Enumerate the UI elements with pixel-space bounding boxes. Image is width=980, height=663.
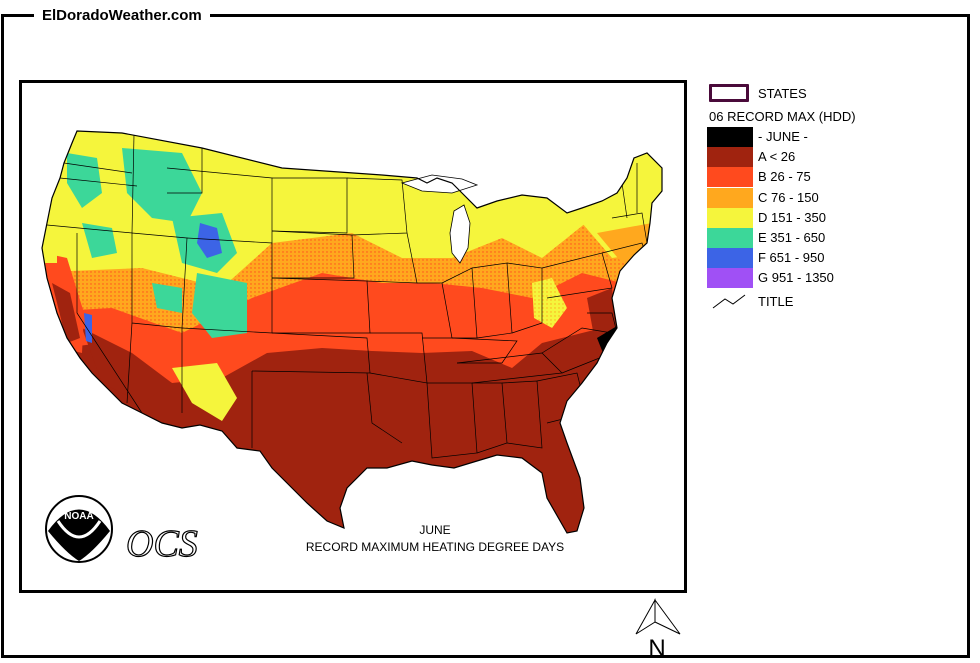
- legend-class-label: B 26 - 75: [758, 169, 811, 185]
- noaa-logo: NOAA: [45, 495, 113, 563]
- legend-class-row: C 76 - 150: [707, 187, 967, 208]
- ocs-logo: OCS: [126, 523, 198, 565]
- legend-swatch: [707, 207, 753, 228]
- legend-states-row: STATES: [707, 82, 967, 102]
- legend-class-row: G 951 - 1350: [707, 268, 967, 289]
- north-label: N: [648, 635, 665, 660]
- lake-michigan: [449, 204, 471, 264]
- legend-swatch: [707, 228, 753, 248]
- legend-class-label: E 351 - 650: [758, 230, 826, 245]
- legend-class-row: D 151 - 350: [707, 207, 967, 228]
- legend-swatch: [707, 127, 753, 147]
- legend-class-row: E 351 - 650: [707, 228, 967, 248]
- legend-class-label: - JUNE -: [758, 129, 808, 144]
- hdd-zones: [42, 131, 662, 533]
- legend-title-row: TITLE: [707, 292, 967, 312]
- legend-class-label: F 651 - 950: [758, 250, 825, 266]
- legend-swatch: [707, 147, 753, 168]
- site-title: ElDoradoWeather.com: [34, 6, 210, 26]
- legend-class-label: G 951 - 1350: [758, 270, 834, 286]
- legend-swatch: [707, 268, 753, 289]
- legend-layer-title: 06 RECORD MAX (HDD): [709, 109, 856, 124]
- north-arrow: N: [635, 598, 681, 660]
- state-boundaries: [46, 131, 648, 459]
- legend-class-label: A < 26: [758, 149, 796, 165]
- noaa-text: NOAA: [64, 511, 93, 522]
- legend-swatch: [707, 167, 753, 188]
- title-line-icon: [712, 294, 746, 309]
- map-panel: NOAA OCS JUNE RECORD MAXIMUM HEATING DEG…: [19, 80, 687, 593]
- legend-class-row: A < 26: [707, 147, 967, 168]
- map-caption-title: RECORD MAXIMUM HEATING DEGREE DAYS: [305, 540, 565, 554]
- legend-class-label: C 76 - 150: [758, 189, 819, 205]
- legend-class-row: F 651 - 950: [707, 248, 967, 269]
- legend-swatch: [707, 248, 753, 269]
- legend-swatch: [707, 187, 753, 208]
- legend-states-label: STATES: [758, 86, 807, 101]
- map-caption-month: JUNE: [419, 523, 451, 537]
- us-map: NOAA OCS: [41, 130, 663, 566]
- legend-class-row: - JUNE -: [707, 127, 967, 147]
- legend-class-row: B 26 - 75: [707, 167, 967, 188]
- states-symbol: [709, 84, 749, 102]
- legend-class-label: D 151 - 350: [758, 209, 826, 225]
- legend-title-label: TITLE: [758, 294, 794, 309]
- outer-frame: [1, 14, 970, 658]
